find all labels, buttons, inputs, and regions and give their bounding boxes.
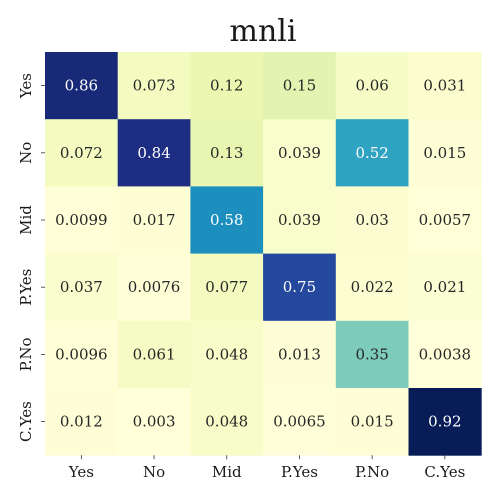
heatmap-cell: [117, 52, 191, 120]
cell-value-label: 0.52: [355, 144, 388, 162]
heatmap-cell: [335, 320, 409, 389]
cell-value-label: 0.86: [65, 77, 98, 95]
cell-value-label: 0.012: [60, 413, 103, 431]
x-axis-ticks: Yes No Mid P.Yes P.No C.Yes: [68, 455, 465, 481]
heatmap-cell: [335, 186, 409, 255]
heatmap-cell: [45, 119, 119, 187]
heatmap-cell: [408, 320, 482, 389]
heatmap-cell: [117, 253, 191, 322]
y-tick-label: Mid: [17, 205, 35, 235]
heatmap-cell: [335, 52, 409, 120]
heatmap-cell: [263, 52, 337, 120]
cell-value-label: 0.0038: [419, 345, 472, 363]
cell-value-label: 0.15: [283, 77, 316, 95]
cell-value-label: 0.0099: [55, 211, 108, 229]
heatmap-cell: [263, 119, 337, 187]
cell-value-label: 0.021: [423, 278, 466, 296]
heatmap-cell: [45, 388, 119, 456]
cell-value-label: 0.0065: [273, 413, 326, 431]
chart-title: mnli: [229, 14, 297, 49]
x-tick-label: No: [143, 463, 165, 481]
cell-value-label: 0.022: [351, 278, 394, 296]
cell-value-label: 0.35: [355, 345, 388, 363]
cell-value-label: 0.0096: [55, 345, 108, 363]
cell-value-label: 0.84: [137, 144, 170, 162]
cell-value-label: 0.077: [205, 278, 248, 296]
cell-value-label: 0.92: [428, 413, 461, 431]
heatmap-cell: [190, 52, 264, 120]
y-tick-label: Yes: [17, 73, 35, 99]
cell-value-label: 0.015: [423, 144, 466, 162]
cell-value-label: 0.12: [210, 77, 243, 95]
x-tick-label: P.No: [355, 463, 389, 481]
heatmap-cell: [408, 119, 482, 187]
heatmap-cell: [263, 253, 337, 322]
cell-value-label: 0.03: [355, 211, 388, 229]
cell-value-label: 0.75: [283, 278, 316, 296]
cell-value-label: 0.039: [278, 211, 321, 229]
heatmap-cell: [335, 253, 409, 322]
cell-value-label: 0.58: [210, 211, 243, 229]
heatmap-cell: [408, 186, 482, 255]
cell-value-label: 0.039: [278, 144, 321, 162]
heatmap-cell: [45, 52, 119, 120]
y-tick-label: C.Yes: [17, 401, 35, 442]
x-tick-label: Yes: [68, 463, 94, 481]
heatmap-cell: [190, 186, 264, 255]
heatmap-cell: [263, 186, 337, 255]
heatmap-cells: 0.86 0.073 0.12 0.15 0.06 0.031 0.072 0.84 0.13 0…: [45, 52, 482, 456]
heatmap-cell: [190, 253, 264, 322]
cell-value-label: 0.061: [133, 345, 176, 363]
cell-value-label: 0.037: [60, 278, 103, 296]
heatmap-cell: [117, 119, 191, 187]
y-axis-ticks: Yes No Mid P.Yes P.No C.Yes: [17, 73, 45, 442]
heatmap-cell: [335, 388, 409, 456]
heatmap-cell: [408, 52, 482, 120]
heatmap-cell: [408, 388, 482, 456]
cell-value-label: 0.06: [355, 77, 388, 95]
cell-value-label: 0.003: [133, 413, 176, 431]
heatmap-cell: [263, 388, 337, 456]
cell-value-label: 0.13: [210, 144, 243, 162]
heatmap-cell: [335, 119, 409, 187]
cell-value-label: 0.013: [278, 345, 321, 363]
cell-value-label: 0.0057: [419, 211, 472, 229]
cell-value-label: 0.031: [423, 77, 466, 95]
x-tick-label: P.Yes: [281, 463, 318, 481]
heatmap-cell: [263, 320, 337, 389]
cell-value-label: 0.015: [351, 413, 394, 431]
heatmap-cell: [190, 320, 264, 389]
cell-value-label: 0.017: [133, 211, 176, 229]
heatmap-cell: [45, 320, 119, 389]
x-tick-label: C.Yes: [424, 463, 465, 481]
x-tick-label: Mid: [212, 463, 242, 481]
cell-value-label: 0.072: [60, 144, 103, 162]
heatmap-cell: [45, 253, 119, 322]
heatmap-cell: [117, 388, 191, 456]
y-tick-label: No: [17, 142, 35, 164]
heatmap-cell: [117, 186, 191, 255]
heatmap-cell: [190, 119, 264, 187]
cell-value-label: 0.048: [205, 413, 248, 431]
cell-value-label: 0.048: [205, 345, 248, 363]
heatmap-cell: [117, 320, 191, 389]
heatmap-cell: [45, 186, 119, 255]
cell-value-label: 0.073: [133, 77, 176, 95]
heatmap-cell: [408, 253, 482, 322]
y-tick-label: P.Yes: [17, 269, 35, 306]
cell-value-label: 0.0076: [128, 278, 181, 296]
heatmap-cell: [190, 388, 264, 456]
y-tick-label: P.No: [17, 337, 35, 371]
